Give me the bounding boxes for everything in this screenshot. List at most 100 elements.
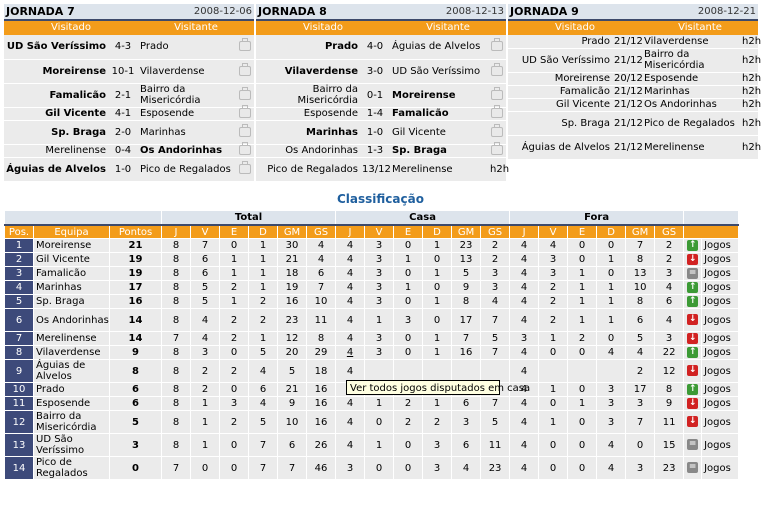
fora-stat[interactable]: 6 [654,294,685,309]
match-score[interactable]: 2-1 [108,83,139,108]
match-score[interactable]: 2-0 [108,120,139,145]
casa-stat[interactable]: 7 [480,308,511,332]
fora-stat[interactable]: 3 [538,252,569,267]
team-name[interactable]: Prado [33,382,110,397]
home-team[interactable]: Famalicão [4,83,108,108]
team-name[interactable]: Vilaverdense [33,345,110,360]
fora-stat[interactable]: 4 [509,266,540,281]
fora-stat[interactable]: 0 [567,433,598,457]
h2h-link[interactable]: h2h [740,35,761,49]
team-name[interactable]: Bairro da Misericórdia [33,410,110,434]
tv-icon[interactable] [491,89,504,100]
jogos-link[interactable]: Jogos [701,456,740,480]
casa-stat[interactable]: 23 [451,238,482,253]
match-score[interactable]: 0-4 [108,144,139,158]
match-score[interactable]: 21/12 [612,98,643,112]
tv-icon[interactable] [488,83,507,108]
tv-icon[interactable] [236,35,255,60]
fora-stat[interactable]: 17 [625,382,656,397]
casa-stat[interactable]: 4 [335,345,366,360]
jogos-link[interactable]: Jogos [701,396,740,411]
jornada-title[interactable]: JORNADA 7 [4,4,139,21]
jornada-title[interactable]: JORNADA 8 [256,4,391,21]
fora-stat[interactable]: 0 [538,433,569,457]
match-score[interactable]: 1-0 [360,120,391,145]
tv-icon[interactable] [239,41,252,52]
casa-stat[interactable]: 0 [364,456,395,480]
fora-stat[interactable]: 0 [538,345,569,360]
away-team[interactable]: Moreirense [390,83,489,108]
tv-icon[interactable] [488,35,507,60]
casa-stat[interactable]: 2 [422,410,453,434]
fora-stat[interactable]: 0 [567,345,598,360]
tv-icon[interactable] [236,107,255,121]
casa-stat[interactable]: 4 [335,308,366,332]
match-score[interactable]: 1-4 [360,107,391,121]
tv-icon[interactable] [488,120,507,145]
fora-stat[interactable]: 0 [567,456,598,480]
casa-stat[interactable]: 4 [335,252,366,267]
away-team[interactable]: Prado [138,35,237,60]
fora-stat[interactable]: 9 [654,396,685,411]
column-header[interactable]: GS [480,224,511,239]
tv-icon[interactable] [239,126,252,137]
away-team[interactable]: Os Andorinhas [138,144,237,158]
casa-stat[interactable]: 0 [393,433,424,457]
fora-stat[interactable]: 2 [654,238,685,253]
casa-stat[interactable]: 3 [393,308,424,332]
casa-stat[interactable]: 7 [480,396,511,411]
h2h-link[interactable]: h2h [740,98,761,112]
home-team[interactable]: Famalicão [508,85,612,99]
home-team[interactable]: Gil Vicente [508,98,612,112]
tv-icon[interactable] [236,83,255,108]
jogos-link[interactable]: Jogos [701,294,740,309]
casa-stat[interactable]: 4 [335,433,366,457]
fora-stat[interactable]: 13 [625,266,656,281]
match-score[interactable]: 10-1 [108,59,139,84]
casa-stat[interactable]: 8 [451,294,482,309]
team-name[interactable]: Merelinense [33,331,110,346]
fora-stat[interactable]: 3 [538,266,569,281]
fora-stat[interactable]: 0 [567,382,598,397]
casa-stat[interactable]: 0 [393,456,424,480]
tv-icon[interactable] [236,59,255,84]
match-score[interactable]: 21/12 [612,111,643,136]
casa-stat[interactable]: 0 [393,331,424,346]
match-score[interactable]: 20/12 [612,72,643,86]
casa-stat[interactable]: 11 [480,433,511,457]
away-team[interactable]: Bairro da Misericórdia [642,48,741,73]
fora-stat[interactable]: 1 [596,252,627,267]
casa-stat[interactable]: 1 [422,294,453,309]
casa-stat[interactable]: 13 [451,252,482,267]
tv-icon[interactable] [491,41,504,52]
team-name[interactable]: Marinhas [33,280,110,295]
fora-stat[interactable]: 4 [509,294,540,309]
jogos-link[interactable]: Jogos [701,280,740,295]
casa-stat[interactable]: 4 [335,410,366,434]
column-header[interactable]: D [248,224,279,239]
tv-icon[interactable] [236,144,255,158]
jogos-link[interactable]: Jogos [701,359,740,383]
tv-icon[interactable] [239,163,252,174]
away-team[interactable]: Os Andorinhas [642,98,741,112]
fora-stat[interactable]: 23 [654,456,685,480]
home-team[interactable]: Águias de Alvelos [508,135,612,160]
team-name[interactable]: Sp. Braga [33,294,110,309]
tv-icon[interactable] [239,108,252,118]
fora-stat[interactable]: 2 [538,294,569,309]
tv-icon[interactable] [491,65,504,76]
casa-stat[interactable]: 1 [422,345,453,360]
home-team[interactable]: Prado [256,35,360,60]
casa-stat[interactable]: 0 [422,308,453,332]
away-team[interactable]: Vilaverdense [138,59,237,84]
home-team[interactable]: Gil Vicente [4,107,108,121]
away-team[interactable]: UD São Veríssimo [390,59,489,84]
fora-stat[interactable]: 4 [509,238,540,253]
casa-stat[interactable]: 4 [451,456,482,480]
fora-stat[interactable]: 3 [596,396,627,411]
column-header[interactable]: Equipa [33,224,110,239]
fora-stat[interactable]: 0 [538,396,569,411]
match-score[interactable]: 1-0 [108,157,139,182]
column-header[interactable]: GM [625,224,656,239]
match-score[interactable]: 4-0 [360,35,391,60]
